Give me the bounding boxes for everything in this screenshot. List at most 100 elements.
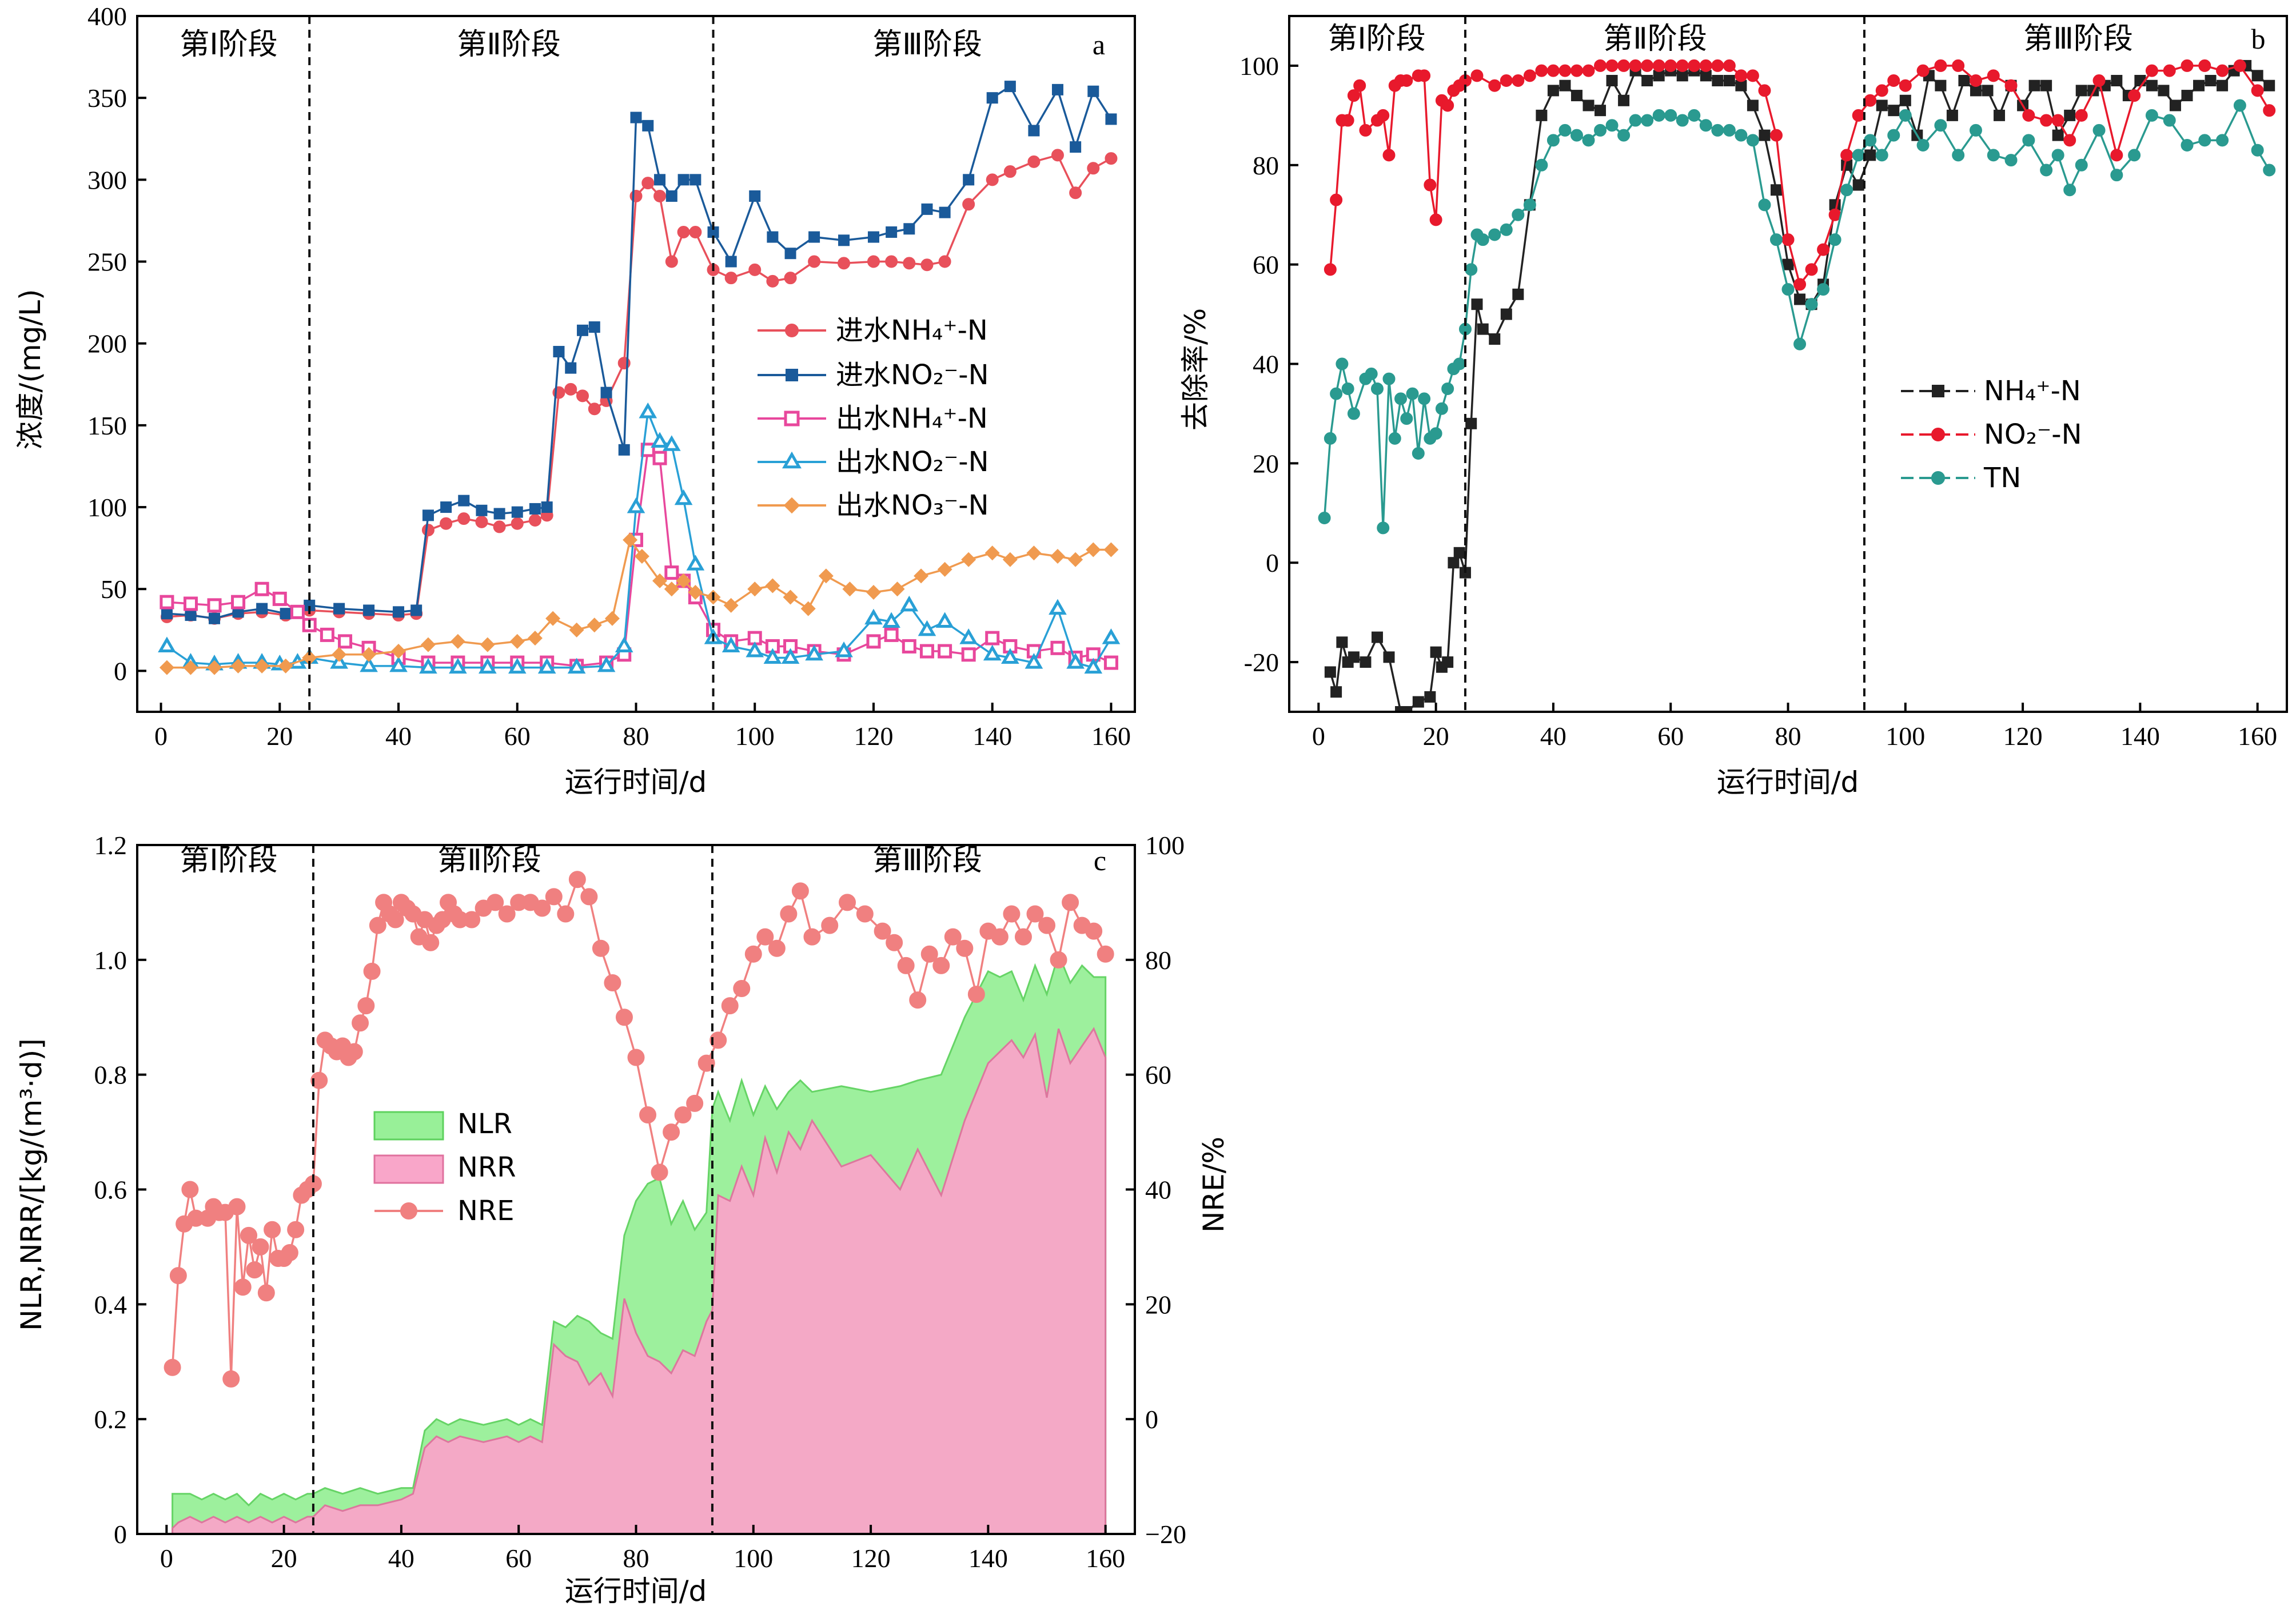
panel-a-series-0-point: [689, 225, 702, 238]
panel-b-series-1-point: [1817, 243, 1830, 256]
panel-a-series-0-point: [665, 255, 678, 268]
panel-b-series-0-point: [1759, 129, 1771, 141]
panel-a-series-4-point: [545, 611, 561, 626]
panel-a-series-0-point: [1069, 186, 1082, 200]
panel-a-series-0-point: [962, 198, 975, 211]
panel-c-series-2-point: [733, 980, 751, 998]
panel-b-ytick-label: 20: [1253, 449, 1279, 478]
panel-a-series-1-point: [618, 444, 630, 456]
panel-b-series-2-point: [1488, 228, 1501, 241]
panel-b-series-2-point: [2063, 184, 2076, 197]
panel-a-series-3-point: [935, 612, 954, 628]
panel-a-series-3-point: [627, 497, 645, 513]
panel-b-series-0-point: [1383, 651, 1395, 663]
panel-a-series-3-point: [1066, 653, 1085, 669]
panel-b-series-2-point: [1711, 123, 1724, 137]
panel-b-series-0-point: [2193, 79, 2205, 91]
panel-b-series-1-point: [1769, 129, 1783, 142]
panel-b-series-1-point: [1758, 84, 1771, 97]
panel-a-series-1-point: [630, 111, 642, 123]
panel-b-series-2-point: [1476, 233, 1489, 246]
panel-a-series-4-point: [890, 581, 905, 597]
panel-b-ytick-label: 100: [1239, 51, 1279, 81]
panel-b-series-1-point: [1400, 74, 1413, 87]
panel-a-series-3-point: [882, 612, 900, 628]
panel-a-series-4-point: [1002, 552, 1018, 567]
panel-a-series-4-point: [783, 589, 798, 605]
panel-a-series-0-point: [629, 189, 643, 202]
panel-b-series-1-point: [1952, 59, 1965, 72]
panel-b-series-2-point: [2110, 169, 2123, 182]
panel-c-series-2-point: [780, 905, 798, 923]
panel-b-series-1-point: [1429, 213, 1442, 226]
panel-b-series-0-point: [1477, 323, 1489, 335]
legend-b-item-2: TN: [1983, 462, 2021, 494]
legend-c-swatch-1: [373, 1154, 444, 1184]
panel-c-ytick-label: 1.2: [94, 831, 127, 860]
panel-a-series-2-point: [272, 591, 287, 606]
panel-b-legend: NH₄⁺-N NO₂⁻-N TN: [1983, 375, 2082, 494]
panel-c-series-2-point: [920, 945, 938, 963]
panel-a-series-0-point: [564, 382, 577, 396]
panel-a-series-1-point: [784, 248, 796, 260]
panel-c-series-2-point: [639, 1106, 657, 1123]
panel-b-series-1-point: [2198, 59, 2211, 72]
panel-c-series-2-point: [1062, 894, 1079, 911]
panel-b-xtick-label: 20: [1423, 722, 1449, 751]
panel-c-series: [164, 871, 1114, 1534]
panel-a-series-4-point: [1103, 542, 1119, 557]
panel-a-series-1-point: [1105, 113, 1117, 125]
panel-a-series-0-point: [421, 524, 435, 537]
legend-a-item-0: 进水NH₄⁺-N: [836, 314, 988, 346]
panel-b-series-0-point: [1348, 651, 1360, 663]
panel-b-series-1-point: [2063, 134, 2076, 147]
panel-a-series-1-point: [725, 256, 737, 268]
panel-c-series-2-point: [240, 1226, 258, 1244]
panel-a-series-1-point: [749, 190, 761, 202]
panel-c-y2tick-label: −20: [1145, 1520, 1186, 1549]
panel-c-y2tick-label: 0: [1145, 1405, 1158, 1434]
panel-c-series-2-point: [257, 1284, 275, 1302]
panel-a-series-4-point: [569, 622, 584, 637]
panel-a-series-1-point: [541, 501, 553, 513]
panel-a-series-2-point: [1050, 640, 1065, 655]
panel-a-series-4-point: [391, 644, 406, 659]
panel-a-series-1-point: [476, 504, 488, 516]
panel-b-xlabel: 运行时间/d: [1717, 766, 1859, 799]
panel-b-series-2-point: [1546, 134, 1560, 147]
panel-a-series-2-line: [166, 448, 1112, 667]
panel-b-series-1-point: [1735, 69, 1748, 82]
panel-b-series-2-point: [1664, 109, 1677, 122]
panel-b-series-1-point: [2163, 64, 2176, 77]
panel-a-series-4-point: [527, 631, 543, 646]
panel-a-series: [158, 81, 1121, 675]
panel-b-series-2-point: [1594, 123, 1607, 137]
panel-b-xtick-label: 60: [1657, 722, 1684, 751]
panel-c-series-2-point: [252, 1238, 269, 1256]
panel-b-series-2-point: [1365, 367, 1378, 380]
panel-b-series-0-point: [1888, 105, 1900, 117]
panel-a-series-1-point: [838, 234, 850, 246]
panel-c-ytick-label: 0.8: [94, 1061, 127, 1090]
legend-b-marker-0: [1932, 385, 1944, 397]
panel-b-series-0-point: [1618, 94, 1630, 106]
panel-b-series-2-point: [2145, 109, 2158, 122]
panel-b-series-0-point: [1712, 75, 1724, 87]
panel-a-series-3-point: [1049, 599, 1067, 615]
panel-a-series-3-point: [763, 648, 782, 664]
panel-a-series-1-point: [529, 503, 541, 515]
panel-a-ytick-label: 200: [87, 329, 127, 358]
panel-a-series-1-point: [677, 174, 689, 186]
panel-a-series-4-point: [302, 650, 317, 665]
panel-a-series-3-point: [449, 657, 467, 674]
panel-a-series-4-point: [230, 658, 246, 674]
panel-b-series-1-point: [1582, 64, 1595, 77]
panel-b-series-2-point: [2051, 149, 2064, 162]
panel-c-y2tick-label: 80: [1145, 946, 1171, 975]
panel-c-series-2-point: [1003, 905, 1021, 923]
panel-a-series-1-point: [304, 599, 316, 611]
panel-b-series-1-point: [1641, 59, 1654, 72]
panel-a-series-0-point: [938, 255, 951, 268]
panel-c-series-2-point: [874, 922, 891, 940]
panel-b-series-2-point: [1370, 382, 1384, 395]
